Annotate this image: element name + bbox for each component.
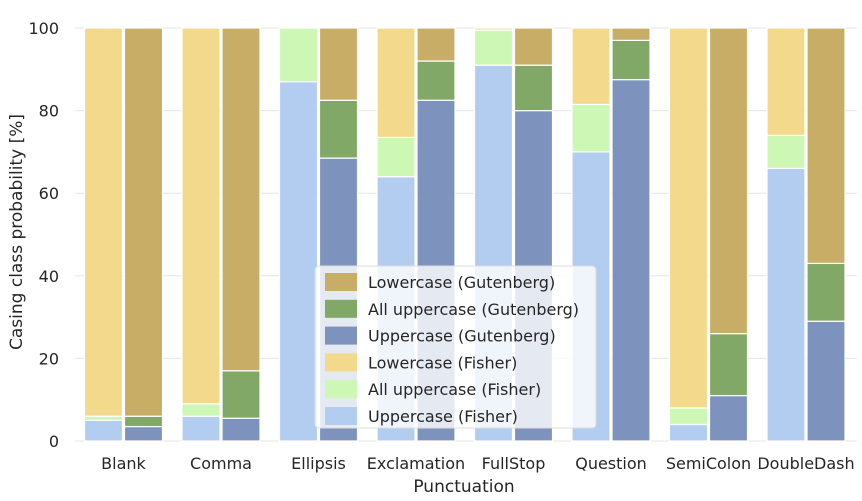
bar-segment [416,27,456,62]
x-tick-label: SemiColon [666,454,751,473]
bar-segment [708,27,749,335]
bar-segment [668,407,709,426]
x-tick-label: Exclamation [367,454,465,473]
bar-segment [376,27,416,139]
bar-segment [766,27,806,136]
x-tick-labels: Blank Comma Ellipsis Exclamation FullStop Que… [101,454,854,473]
bar-segment [416,60,456,101]
bar-segment [708,333,749,397]
bar-segment [611,79,651,442]
bar-segment [221,370,261,419]
bar-segment [766,167,806,442]
bar-segment [181,27,221,405]
legend-swatch [325,380,357,399]
bar-segment [708,394,749,442]
legend-box [314,265,597,429]
x-tick-label: Blank [101,454,146,473]
y-tick-label: 0 [49,432,59,451]
x-tick-label: FullStop [482,454,546,473]
y-tick-labels: 0 20 40 60 80 100 [28,19,59,451]
legend-label: Uppercase (Gutenberg) [368,327,556,346]
legend-swatch [325,326,357,345]
bar-segment [83,27,124,417]
bar-segment [611,27,651,41]
bar-segment [806,320,846,442]
legend-swatch [325,353,357,372]
x-tick-label: Ellipsis [291,454,346,473]
x-tick-label: Question [575,454,647,473]
bar-segment [806,262,846,322]
x-axis-label: Punctuation [413,477,514,497]
y-tick-label: 80 [39,102,59,121]
bar-segment [221,417,261,442]
bar-segment [668,423,709,442]
legend-label: Uppercase (Fisher) [368,407,518,426]
y-tick-label: 20 [39,349,59,368]
legend-swatch [325,407,357,425]
bar-segment [123,415,164,428]
y-tick-label: 100 [28,19,59,38]
bar-segment [123,425,164,442]
bar-segment [473,29,514,66]
bar-segment [611,39,651,81]
bar-segment [766,134,806,170]
x-tick-label: Comma [190,454,252,473]
bar-segment [221,27,261,372]
bar-segment [376,136,416,178]
bar-segment [668,27,709,409]
legend-swatch [325,299,357,318]
bar-segment [318,27,359,101]
bar-segment [571,103,611,153]
legend-label: All uppercase (Gutenberg) [368,300,579,319]
bar-segment [181,415,221,442]
bar-segment [83,419,124,442]
bar-segment [181,403,221,417]
bar-segment [278,27,319,83]
bar-segment [278,81,319,442]
legend-label: Lowercase (Gutenberg) [368,273,555,292]
bar-segment [513,27,554,66]
bar-segment [571,27,611,106]
bar-segment [473,27,514,31]
bar-segment [806,27,846,265]
legend-label: Lowercase (Fisher) [368,353,517,372]
y-axis-label: Casing class probability [%] [7,114,27,350]
x-tick-label: DoubleDash [757,454,854,473]
y-tick-label: 60 [39,184,59,203]
bar-segment [318,99,359,159]
bar-segment [83,415,124,421]
bar-segment [123,27,164,417]
legend-swatch [325,273,357,291]
legend: Lowercase (Gutenberg) All uppercase (Gute… [314,265,597,429]
bar-segment [513,64,554,112]
y-tick-label: 40 [39,267,59,286]
legend-label: All uppercase (Fisher) [368,380,541,399]
